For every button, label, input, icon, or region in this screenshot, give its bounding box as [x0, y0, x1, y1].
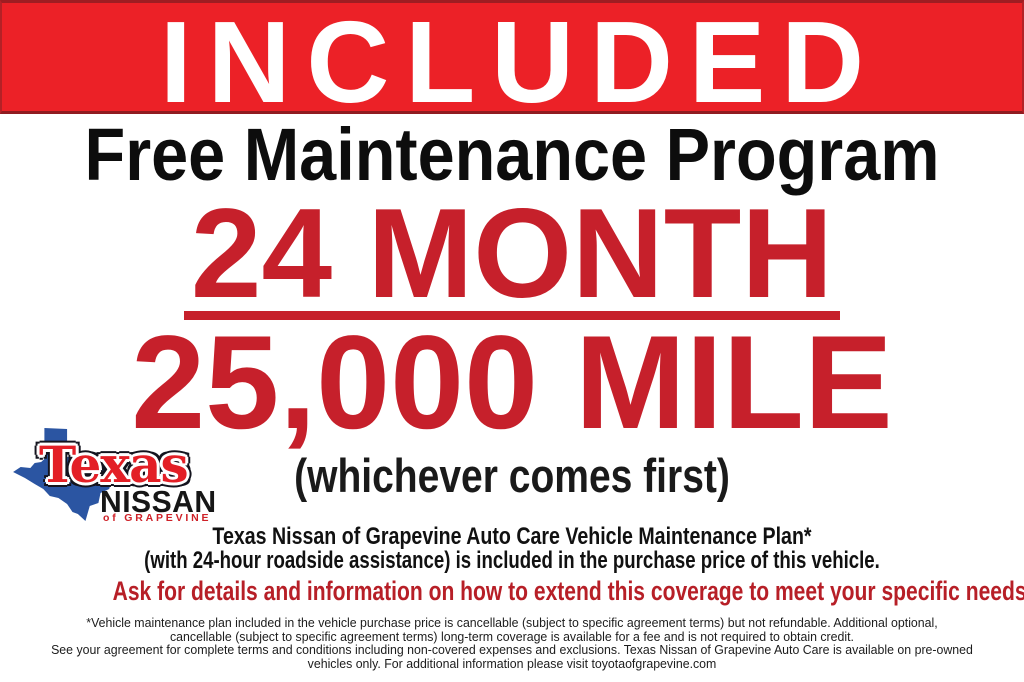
logo-location-word: of GRAPEVINE: [103, 512, 212, 524]
term-months: 24 MONTH: [190, 182, 834, 324]
red-divider-bar: [184, 311, 840, 320]
texas-state-icon: [13, 428, 119, 521]
ask-for-details-line: Ask for details and information on how t…: [112, 576, 1024, 606]
included-banner: INCLUDED: [0, 0, 1024, 120]
logo-texas-word: Texas: [39, 435, 189, 494]
program-heading: Free Maintenance Program: [84, 113, 940, 196]
plan-name-line: Texas Nissan of Grapevine Auto Care Vehi…: [212, 523, 812, 550]
fine-print-line-3: See your agreement for complete terms an…: [51, 643, 973, 658]
whichever-first-note: (whichever comes first): [294, 449, 730, 502]
included-title: INCLUDED: [159, 0, 880, 127]
term-mileage: 25,000 MILE: [131, 309, 893, 457]
fine-print: *Vehicle maintenance plan included in th…: [10, 616, 1014, 671]
dealer-logo: Texas NISSAN of GRAPEVINE: [12, 426, 228, 526]
fine-print-line-4: vehicles only. For additional informatio…: [307, 656, 717, 671]
fine-print-line-2: cancellable (subject to specific agreeme…: [170, 629, 854, 644]
included-in-price-line: (with 24-hour roadside assistance) is in…: [144, 547, 880, 574]
fine-print-line-1: *Vehicle maintenance plan included in th…: [86, 616, 938, 630]
logo-brand-word: NISSAN: [100, 484, 217, 519]
